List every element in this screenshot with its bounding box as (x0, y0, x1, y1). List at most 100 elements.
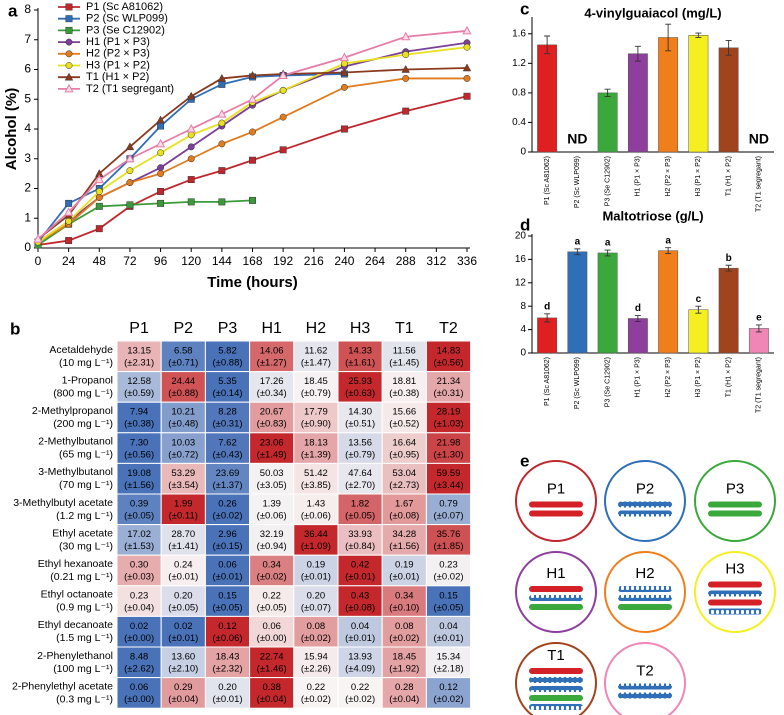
row-unit: (70 mg L⁻¹) (59, 479, 113, 491)
cell-value: 0.34 (262, 560, 281, 571)
series-line (37, 67, 468, 240)
cell-error: (±0.10) (389, 602, 419, 613)
row-label: 3-Methylbutyl acetate (13, 497, 113, 509)
heatmap-cell (116, 585, 162, 617)
bar (718, 47, 739, 153)
marker (157, 199, 165, 207)
marker (33, 234, 43, 243)
cell-error: (±0.88) (168, 388, 198, 399)
error-bar (755, 324, 762, 333)
marker (95, 188, 103, 195)
marker (157, 149, 165, 157)
error-bar (725, 264, 732, 272)
cell-error: (±0.04) (168, 694, 198, 705)
cell-error: (±1.85) (433, 541, 463, 552)
cell-value: 0.06 (130, 682, 149, 693)
cell-error: (±0.00) (257, 633, 287, 644)
marker (126, 201, 134, 209)
cell-value: 18.45 (392, 652, 416, 663)
cell-circle (515, 460, 597, 542)
legend-marker (65, 38, 73, 46)
y-tick-label: 0 (24, 240, 31, 254)
cell-value: 0.26 (218, 499, 237, 510)
cell-error: (±0.59) (124, 388, 154, 399)
cell-value: 59.59 (437, 468, 461, 479)
heatmap-cell (116, 615, 162, 648)
y-tick-label: 0 (520, 147, 526, 158)
chromosome (708, 510, 762, 517)
cell-error: (±0.14) (212, 388, 242, 399)
legend-marker (64, 72, 74, 81)
cell-error: (±0.05) (257, 602, 287, 613)
cell-value: 19.08 (127, 468, 151, 479)
cell-value: 10.03 (171, 437, 195, 448)
cell-error: (±1.41) (168, 541, 198, 552)
cell-label: P3 (726, 480, 744, 497)
marker (339, 52, 350, 62)
y-tick-label: 0.8 (512, 88, 526, 99)
cell-value: 16.64 (392, 437, 416, 448)
y-tick-label: 4 (24, 121, 31, 135)
heatmap-cell (337, 524, 383, 556)
cell-error: (±0.02) (257, 572, 287, 583)
heatmap-cell (337, 554, 383, 587)
cell-value: 14.83 (437, 346, 461, 357)
cell-value: 18.13 (304, 437, 328, 448)
x-tick-label: T1 (H1 × P2) (725, 357, 732, 397)
legend-label: H2 (P2 × P3) (86, 48, 150, 60)
heatmap-cell (425, 462, 472, 495)
cell-value: 0.28 (395, 682, 414, 693)
cell-error: (±0.72) (168, 449, 198, 460)
cell-value: 21.98 (437, 437, 461, 448)
heatmap-cell (381, 585, 427, 617)
marker (402, 51, 410, 59)
chromosome (708, 599, 762, 606)
column-header: T1 (395, 320, 414, 337)
cell-value: 53.29 (171, 468, 195, 479)
marker (65, 199, 73, 207)
marker (95, 225, 103, 233)
cell-value: 5.82 (218, 346, 237, 357)
marker (187, 198, 195, 206)
cell-error: (±1.30) (433, 449, 463, 460)
cell-error: (±1.53) (124, 541, 154, 552)
cell-value: 0.02 (174, 621, 193, 632)
cell-error: (±0.05) (124, 511, 154, 522)
cell-error: (±0.00) (124, 694, 154, 705)
row-label: 1-Propanol (62, 374, 113, 386)
cell-error: (±0.03) (124, 572, 154, 583)
x-tick-label: H3 (P1 × P2) (695, 156, 702, 197)
cell-error: (±0.84) (345, 541, 375, 552)
y-tick-label: 1.2 (512, 58, 526, 69)
cell-error: (±2.70) (345, 480, 375, 491)
marker (94, 174, 104, 184)
x-tick-label: 312 (426, 254, 446, 268)
heatmap-cell (249, 677, 295, 709)
row-label: Ethyl acetate (52, 527, 113, 539)
chromosome (618, 501, 672, 508)
chromosome (529, 668, 583, 674)
cell-value: 25.93 (348, 376, 372, 387)
heatmap-cell (204, 432, 251, 464)
cell-error: (±1.39) (301, 449, 331, 460)
cell-value: 0.20 (218, 682, 237, 693)
y-tick-label: 1 (24, 210, 31, 224)
cell-value: 15.66 (392, 407, 416, 418)
chromosome (529, 595, 583, 601)
panel-label: c (520, 0, 529, 18)
row-label: 2-Methylpropanol (32, 405, 113, 417)
cell-value: 15.34 (437, 652, 461, 663)
heatmap-cell (116, 646, 162, 679)
cell-value: 21.34 (437, 376, 461, 387)
cell-value: 35.76 (437, 529, 461, 540)
heatmap-cell (249, 401, 295, 434)
error-bar (665, 23, 672, 52)
cell-value: 5.35 (218, 376, 237, 387)
cell-error: (±0.56) (433, 358, 463, 369)
legend-label: P1 (Sc A81062) (86, 1, 163, 13)
marker (186, 123, 196, 133)
cell-error: (±3.85) (301, 480, 331, 491)
cell-error: (±1.56) (389, 541, 419, 552)
chromosome (529, 510, 583, 517)
cell-value: 0.06 (218, 560, 237, 571)
